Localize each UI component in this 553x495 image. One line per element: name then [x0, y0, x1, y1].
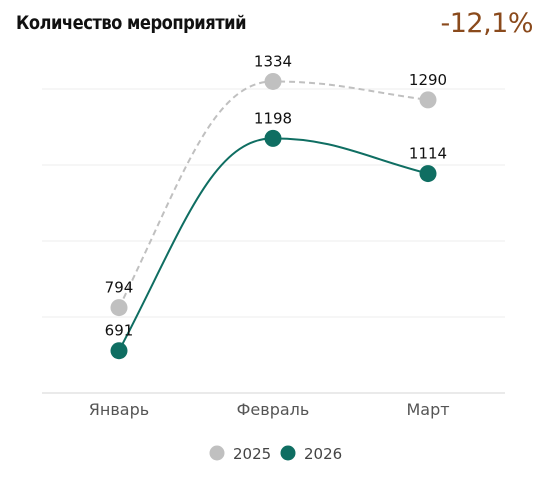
data-point-2025-Февраль[interactable]	[265, 73, 282, 90]
x-tick-label: Январь	[89, 400, 149, 419]
data-label-2026-Март: 1114	[409, 145, 447, 163]
legend: 2025 2026	[210, 445, 343, 463]
data-point-2026-Январь[interactable]	[111, 342, 128, 359]
x-tick-label: Февраль	[237, 400, 310, 419]
x-axis: Январь Февраль Март	[89, 400, 450, 419]
legend-item-2025[interactable]: 2025	[210, 445, 272, 463]
data-label-2025-Февраль: 1334	[254, 52, 292, 70]
data-point-2025-Январь[interactable]	[111, 299, 128, 316]
legend-label: 2025	[233, 445, 271, 463]
legend-marker	[281, 446, 296, 461]
data-label-2025-Март: 1290	[409, 71, 447, 89]
legend-marker	[210, 446, 225, 461]
data-labels: 794 1334 1290 691 1198 1114	[105, 52, 447, 339]
data-point-2025-Март[interactable]	[420, 91, 437, 108]
data-label-2026-Январь: 691	[105, 322, 134, 340]
series-line-2026	[119, 138, 428, 350]
data-label-2025-Январь: 794	[105, 279, 134, 297]
data-point-2026-Февраль[interactable]	[265, 130, 282, 147]
x-tick-label: Март	[406, 400, 449, 419]
legend-item-2026[interactable]: 2026	[281, 445, 343, 463]
legend-label: 2026	[304, 445, 342, 463]
data-label-2026-Февраль: 1198	[254, 109, 292, 127]
data-point-2026-Март[interactable]	[420, 165, 437, 182]
